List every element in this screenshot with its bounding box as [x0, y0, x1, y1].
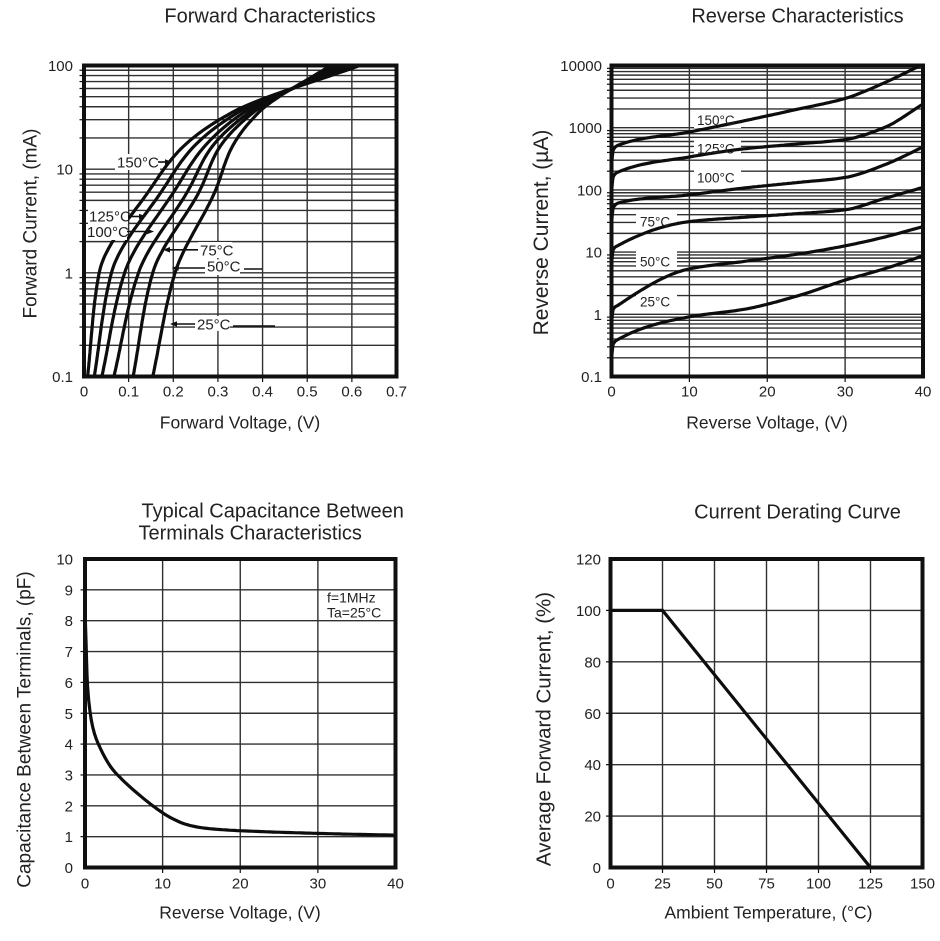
svg-text:0: 0 — [606, 876, 614, 893]
svg-text:Typical Capacitance Between: Typical Capacitance Between — [142, 501, 404, 523]
svg-text:f=1MHz: f=1MHz — [327, 590, 376, 606]
svg-text:100: 100 — [577, 182, 602, 199]
svg-text:25: 25 — [654, 876, 671, 893]
svg-text:Ta=25°C: Ta=25°C — [327, 605, 381, 621]
svg-text:Reverse Voltage, (V): Reverse Voltage, (V) — [159, 903, 320, 923]
svg-text:Ambient Temperature, (°C): Ambient Temperature, (°C) — [664, 903, 872, 923]
svg-text:100°C: 100°C — [697, 171, 735, 186]
svg-text:100: 100 — [48, 58, 73, 75]
svg-text:7: 7 — [65, 644, 73, 661]
svg-text:4: 4 — [65, 737, 73, 754]
svg-text:125: 125 — [858, 876, 883, 893]
svg-text:10000: 10000 — [560, 58, 602, 75]
svg-text:0: 0 — [80, 384, 88, 401]
svg-text:50: 50 — [706, 876, 723, 893]
svg-text:Terminals Characteristics: Terminals Characteristics — [139, 523, 362, 545]
svg-text:150°C: 150°C — [697, 113, 735, 128]
svg-text:1: 1 — [65, 829, 73, 846]
svg-text:120: 120 — [576, 552, 601, 569]
svg-text:5: 5 — [65, 706, 73, 723]
svg-text:8: 8 — [65, 613, 73, 630]
svg-text:20: 20 — [232, 876, 249, 893]
svg-text:40: 40 — [915, 384, 932, 401]
svg-text:125°C: 125°C — [89, 209, 131, 226]
svg-text:100: 100 — [576, 603, 601, 620]
svg-text:0: 0 — [65, 860, 73, 877]
svg-text:0.3: 0.3 — [207, 384, 228, 401]
svg-text:100°C: 100°C — [87, 224, 129, 241]
svg-text:20: 20 — [584, 809, 601, 826]
svg-text:80: 80 — [584, 654, 601, 671]
svg-text:Reverse Voltage, (V): Reverse Voltage, (V) — [686, 413, 847, 433]
svg-text:Reverse Current, (µA): Reverse Current, (µA) — [530, 130, 553, 336]
svg-text:2: 2 — [65, 798, 73, 815]
svg-text:Forward Characteristics: Forward Characteristics — [164, 6, 375, 28]
svg-text:0.4: 0.4 — [252, 384, 273, 401]
svg-text:100: 100 — [806, 876, 831, 893]
svg-text:75°C: 75°C — [640, 215, 670, 230]
svg-text:0.6: 0.6 — [341, 384, 362, 401]
svg-text:20: 20 — [759, 384, 776, 401]
svg-text:0.7: 0.7 — [386, 384, 407, 401]
svg-text:10: 10 — [56, 552, 73, 569]
svg-text:Forward Current, (mA): Forward Current, (mA) — [21, 128, 42, 318]
svg-text:0: 0 — [81, 876, 89, 893]
svg-text:50°C: 50°C — [207, 259, 241, 276]
svg-text:0.1: 0.1 — [581, 369, 602, 386]
svg-text:0.1: 0.1 — [52, 369, 73, 386]
svg-text:9: 9 — [65, 582, 73, 599]
svg-text:25°C: 25°C — [197, 317, 231, 334]
svg-text:1: 1 — [65, 265, 73, 282]
svg-text:0: 0 — [593, 860, 601, 877]
svg-text:50°C: 50°C — [640, 255, 670, 270]
svg-text:25°C: 25°C — [640, 295, 670, 310]
svg-text:1000: 1000 — [569, 120, 602, 137]
svg-text:40: 40 — [387, 876, 404, 893]
svg-text:10: 10 — [585, 245, 602, 262]
svg-text:Reverse Characteristics: Reverse Characteristics — [691, 6, 903, 28]
svg-text:10: 10 — [681, 384, 698, 401]
svg-text:3: 3 — [65, 767, 73, 784]
svg-text:Current Derating Curve: Current Derating Curve — [694, 502, 901, 524]
svg-text:10: 10 — [154, 876, 171, 893]
svg-text:40: 40 — [584, 757, 601, 774]
svg-text:30: 30 — [837, 384, 854, 401]
svg-text:0.5: 0.5 — [297, 384, 318, 401]
svg-text:75°C: 75°C — [200, 243, 234, 260]
svg-text:150°C: 150°C — [117, 155, 159, 172]
svg-text:0: 0 — [607, 384, 615, 401]
svg-text:150: 150 — [910, 876, 935, 893]
svg-text:10: 10 — [56, 162, 73, 179]
svg-text:Forward Voltage, (V): Forward Voltage, (V) — [160, 413, 320, 433]
svg-text:1: 1 — [594, 307, 602, 324]
svg-text:0.1: 0.1 — [118, 384, 139, 401]
svg-text:Capacitance Between Terminals,: Capacitance Between Terminals, (pF) — [15, 571, 36, 887]
svg-text:75: 75 — [758, 876, 775, 893]
svg-text:60: 60 — [584, 706, 601, 723]
svg-text:6: 6 — [65, 675, 73, 692]
svg-text:30: 30 — [310, 876, 327, 893]
svg-text:0.2: 0.2 — [163, 384, 184, 401]
svg-text:Average Forward Current, (%): Average Forward Current, (%) — [533, 592, 556, 866]
svg-text:125°C: 125°C — [697, 142, 735, 157]
